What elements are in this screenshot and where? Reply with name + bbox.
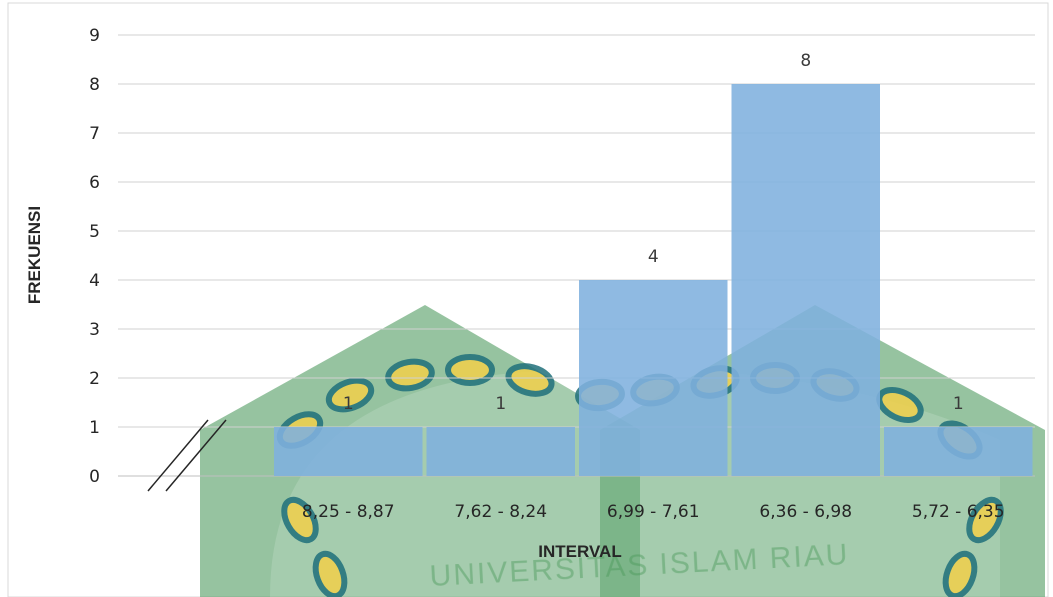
gridlines bbox=[118, 34, 1035, 477]
y-tick-label: 3 bbox=[89, 320, 100, 340]
x-tick-label: 6,99 - 7,61 bbox=[607, 502, 700, 522]
y-tick-label: 2 bbox=[89, 369, 100, 389]
bar bbox=[731, 84, 880, 476]
y-axis-title: FREKUENSI bbox=[25, 206, 44, 304]
x-tick-label: 7,62 - 8,24 bbox=[454, 502, 547, 522]
data-label: 8 bbox=[800, 51, 811, 71]
y-tick-label: 4 bbox=[89, 271, 100, 291]
y-tick-label: 6 bbox=[89, 173, 100, 193]
data-labels: 1 1 4 8 1 bbox=[343, 51, 964, 414]
data-label: 1 bbox=[495, 394, 506, 414]
x-tick-label: 5,72 - 6,35 bbox=[912, 502, 1005, 522]
x-tick-labels: 8,25 - 8,87 7,62 - 8,24 6,99 - 7,61 6,36 - … bbox=[302, 502, 1005, 522]
x-tick-label: 6,36 - 6,98 bbox=[759, 502, 852, 522]
data-label: 4 bbox=[648, 247, 659, 267]
y-tick-labels: 0 1 2 3 4 5 6 7 8 9 bbox=[89, 26, 100, 487]
x-tick-label: 8,25 - 8,87 bbox=[302, 502, 395, 522]
x-axis-title: INTERVAL bbox=[538, 542, 621, 561]
bar bbox=[274, 427, 423, 476]
y-tick-label: 8 bbox=[89, 75, 100, 95]
chart-border bbox=[7, 2, 1049, 597]
y-tick-label: 7 bbox=[89, 124, 100, 144]
bars bbox=[274, 84, 1033, 476]
bar bbox=[579, 280, 728, 476]
y-tick-label: 0 bbox=[89, 467, 100, 487]
y-tick-label: 5 bbox=[89, 222, 100, 242]
bar bbox=[426, 427, 575, 476]
y-tick-label: 1 bbox=[89, 418, 100, 438]
bar bbox=[884, 427, 1033, 476]
axis-break-icon bbox=[147, 419, 227, 492]
y-tick-label: 9 bbox=[89, 26, 100, 46]
data-label: 1 bbox=[953, 394, 964, 414]
data-label: 1 bbox=[343, 394, 354, 414]
